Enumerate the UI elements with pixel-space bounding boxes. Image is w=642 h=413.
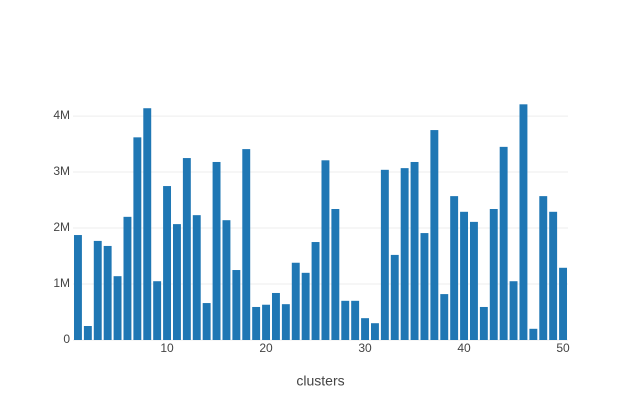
bar bbox=[420, 233, 429, 340]
bar bbox=[370, 323, 379, 340]
bar bbox=[83, 326, 92, 340]
bar bbox=[271, 292, 280, 340]
bar bbox=[281, 304, 290, 340]
x-tick-label: 30 bbox=[358, 341, 372, 355]
bar bbox=[133, 137, 142, 340]
bar bbox=[182, 158, 191, 340]
bar bbox=[192, 215, 201, 340]
bar bbox=[460, 211, 469, 340]
bar bbox=[559, 267, 568, 340]
y-tick-label: 3M bbox=[53, 164, 70, 178]
bar bbox=[242, 149, 251, 340]
bar bbox=[509, 281, 518, 340]
y-tick-label: 4M bbox=[53, 108, 70, 122]
y-tick-label: 1M bbox=[53, 276, 70, 290]
y-tick-label: 0 bbox=[63, 332, 70, 346]
bar bbox=[202, 303, 211, 340]
y-tick-label: 2M bbox=[53, 220, 70, 234]
bar bbox=[331, 209, 340, 340]
bar bbox=[400, 168, 409, 340]
bar bbox=[499, 146, 508, 340]
x-tick-label: 20 bbox=[259, 341, 273, 355]
bar bbox=[549, 211, 558, 340]
bar bbox=[113, 276, 122, 340]
bar bbox=[469, 221, 478, 340]
bar bbox=[519, 104, 528, 340]
bar bbox=[301, 272, 310, 340]
bar bbox=[479, 306, 488, 340]
bar bbox=[410, 161, 419, 340]
bar bbox=[212, 161, 221, 340]
bar bbox=[440, 294, 449, 340]
bar bbox=[262, 304, 271, 340]
bar bbox=[351, 300, 360, 340]
bar bbox=[172, 224, 181, 340]
bar bbox=[539, 196, 548, 340]
bar bbox=[321, 160, 330, 340]
bar bbox=[430, 130, 439, 340]
x-tick-label: 40 bbox=[457, 341, 471, 355]
bar bbox=[232, 270, 241, 340]
bar bbox=[361, 318, 370, 340]
x-axis-label: clusters bbox=[296, 373, 344, 389]
bar bbox=[163, 186, 172, 340]
bar bbox=[341, 300, 350, 340]
bar bbox=[123, 216, 132, 340]
bar bbox=[153, 281, 162, 340]
bar bbox=[143, 108, 152, 340]
x-tick-label: 50 bbox=[556, 341, 570, 355]
bar bbox=[489, 209, 498, 340]
bar bbox=[529, 328, 538, 340]
bar bbox=[311, 242, 320, 340]
bar bbox=[93, 240, 102, 340]
bar bbox=[450, 196, 459, 340]
x-tick-label: 10 bbox=[160, 341, 174, 355]
bar bbox=[73, 235, 82, 340]
bar bbox=[390, 254, 399, 340]
bar bbox=[380, 169, 389, 340]
bar bbox=[103, 245, 112, 340]
bar bbox=[291, 262, 300, 340]
bar bbox=[222, 220, 231, 340]
bar bbox=[252, 306, 261, 340]
